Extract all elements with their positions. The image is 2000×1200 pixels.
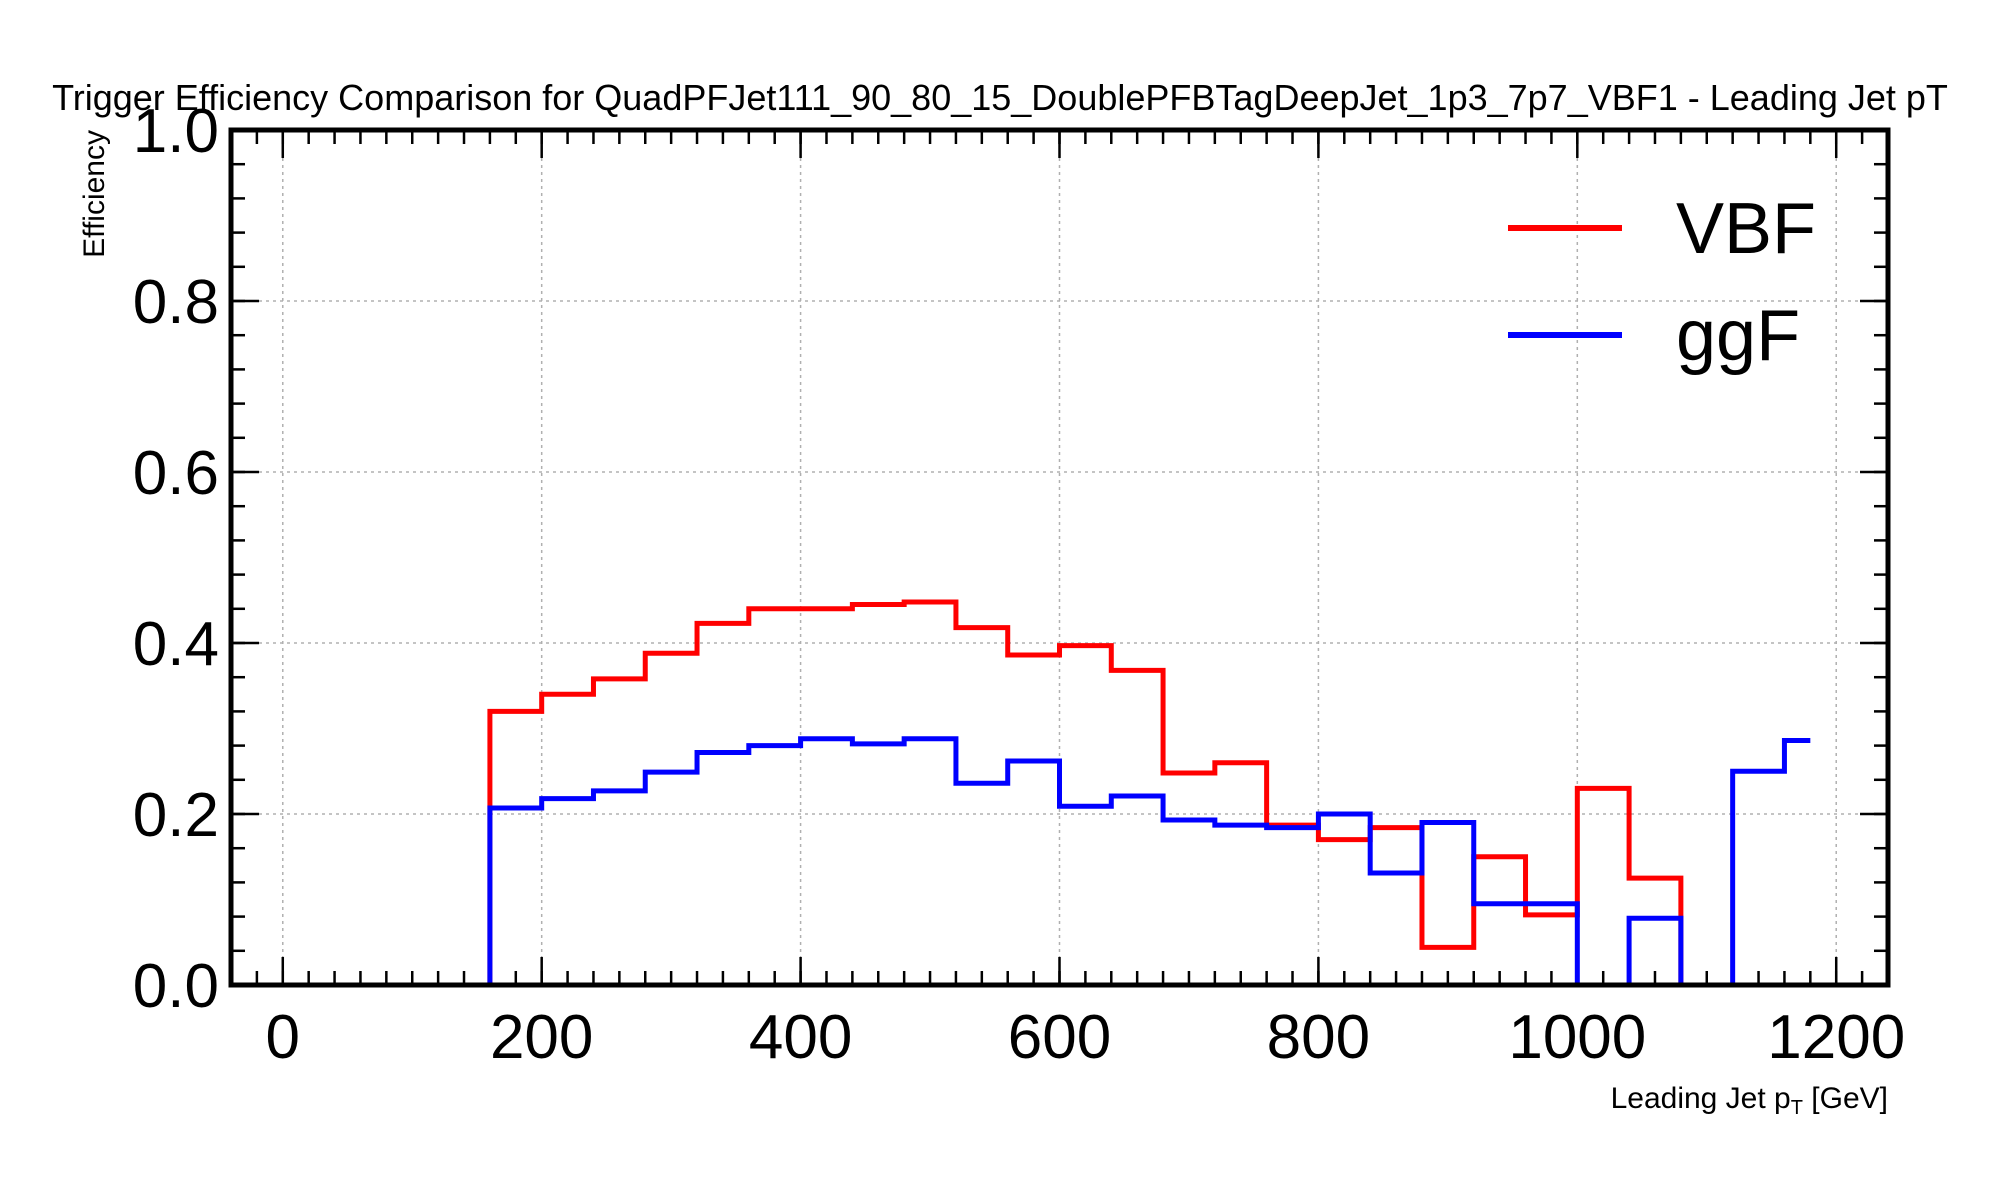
x-tick-label: 200 (490, 1003, 593, 1072)
x-tick-label: 1000 (1508, 1003, 1646, 1072)
y-tick-label: 1.0 (133, 97, 219, 166)
y-tick-labels: 0.0 0.2 0.4 0.6 0.8 1.0 (133, 97, 219, 1021)
series-layer (487, 599, 1811, 988)
legend-label-ggf: ggF (1676, 296, 1800, 376)
y-tick-label: 0.2 (133, 781, 219, 850)
x-tick-label: 400 (749, 1003, 852, 1072)
series-line-ggf (487, 736, 1811, 988)
x-tick-label: 800 (1267, 1003, 1370, 1072)
grid-lines (231, 129, 1888, 986)
x-axis-label-subscript: T (1791, 1097, 1803, 1119)
legend: VBF ggF (1508, 189, 1816, 376)
y-tick-label: 0.8 (133, 268, 219, 337)
series-line-vbf (487, 599, 1811, 988)
x-tick-label: 0 (266, 1003, 300, 1072)
x-axis-label: Leading Jet pT [GeV] (1611, 1082, 1888, 1119)
plot-frame (228, 127, 1891, 988)
x-tick-labels: 0 200 400 600 800 1000 1200 (266, 1003, 1906, 1072)
y-tick-label: 0.4 (133, 610, 219, 679)
y-tick-label: 0.0 (133, 952, 219, 1021)
y-tick-label: 0.6 (133, 439, 219, 508)
x-tick-label: 1200 (1767, 1003, 1905, 1072)
chart-title: Trigger Efficiency Comparison for QuadPF… (52, 77, 1948, 118)
y-axis-label: Efficiency (78, 130, 111, 258)
x-tick-label: 600 (1008, 1003, 1111, 1072)
legend-label-vbf: VBF (1676, 189, 1816, 269)
